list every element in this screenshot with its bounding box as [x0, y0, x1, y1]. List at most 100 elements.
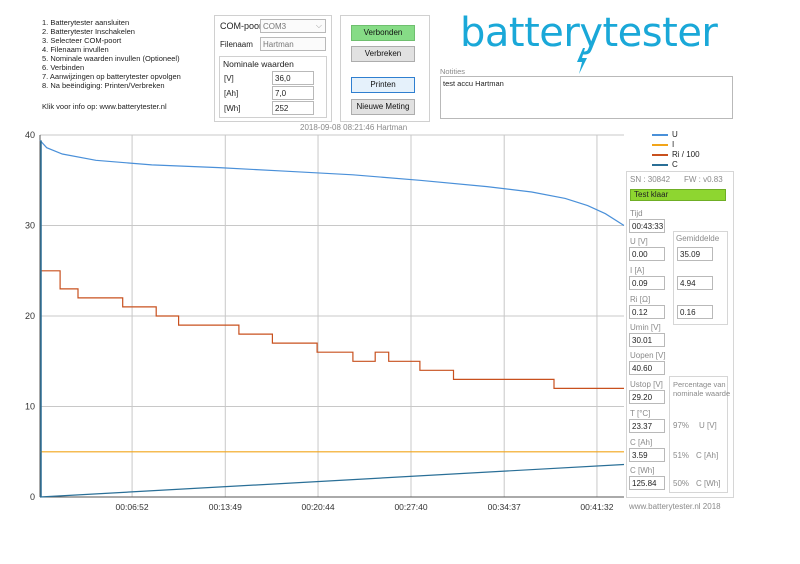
instruction-item: 5. Nominale waarden invullen (Optioneel): [42, 54, 180, 63]
instruction-item: 2. Batterytester Inschakelen: [42, 27, 135, 36]
logo-text: batterytester: [460, 10, 718, 56]
series-line-u: [39, 139, 625, 227]
nominal-wh-label: [Wh]: [224, 104, 241, 113]
nominal-ah-input[interactable]: 7,0: [272, 86, 314, 100]
connection-group: COM-poort COM3 ⌵ Filenaam Hartman Nomina…: [214, 15, 332, 122]
nominal-values-title: Nominale waarden: [223, 59, 294, 69]
legend-item: U: [652, 130, 678, 140]
instruction-item: 3. Selecteer COM-poort: [42, 36, 122, 45]
notes-label: Notities: [440, 67, 466, 76]
umin-label: Umin [V]: [630, 323, 661, 332]
print-button[interactable]: Printen: [351, 77, 415, 93]
connected-button[interactable]: Verbonden: [351, 25, 415, 41]
i-value: 0.09: [629, 276, 665, 290]
legend-item: C: [652, 160, 678, 170]
nominal-v-label: [V]: [224, 74, 234, 83]
temperature-label: T [°C]: [630, 409, 651, 418]
pct-cwh-label: C [Wh]: [696, 479, 721, 488]
y-tick-label: 30: [25, 221, 35, 231]
average-box: [673, 231, 728, 325]
capacity-wh-value: 125.84: [629, 476, 665, 490]
legend-label: I: [672, 140, 675, 149]
ri-average-value: 0.16: [677, 305, 713, 319]
i-label: I [A]: [630, 266, 645, 275]
ustop-label: Ustop [V]: [630, 380, 663, 389]
batterytester-logo: batterytester: [460, 10, 718, 74]
disconnect-button[interactable]: Verbreken: [351, 46, 415, 62]
average-label: Gemiddelde: [676, 234, 720, 243]
instruction-item: 7. Aanwijzingen op batterytester opvolge…: [42, 72, 181, 81]
filename-label: Filenaam: [220, 40, 253, 49]
legend-swatch: [652, 153, 668, 156]
filename-input[interactable]: Hartman: [260, 37, 326, 51]
chart-legend: U I Ri / 100 C: [652, 130, 732, 170]
info-link[interactable]: Klik voor info op: www.batterytester.nl: [42, 102, 167, 111]
com-port-select[interactable]: COM3 ⌵: [260, 19, 326, 33]
nominal-v-input[interactable]: 36,0: [272, 71, 314, 85]
series-line-ri-100: [40, 270, 624, 389]
legend-label: U: [672, 130, 678, 139]
x-tick-label: 00:13:49: [209, 502, 242, 512]
footer-text: www.batterytester.nl 2018: [629, 502, 721, 511]
x-tick-label: 00:20:44: [301, 502, 334, 512]
chevron-down-icon: ⌵: [315, 21, 322, 30]
lightning-icon: [577, 48, 587, 74]
firmware-version: FW : v0.83: [684, 175, 723, 184]
series-line-c: [39, 463, 625, 498]
time-label: Tijd: [630, 209, 643, 218]
u-label: U [V]: [630, 237, 648, 246]
u-value: 0.00: [629, 247, 665, 261]
y-tick-label: 0: [30, 492, 35, 502]
instruction-item: 6. Verbinden: [42, 63, 85, 72]
u-average-value: 35.09: [677, 247, 713, 261]
nominal-ah-label: [Ah]: [224, 89, 239, 98]
pct-cwh-value: 50%: [673, 479, 690, 488]
temperature-value: 23.37: [629, 419, 665, 433]
legend-label: Ri / 100: [672, 150, 700, 159]
serial-number: SN : 30842: [630, 175, 671, 184]
instructions-panel: 1. Batterytester aansluiten 2. Batterytes…: [38, 15, 206, 119]
instruction-item: 4. Filenaam invullen: [42, 45, 109, 54]
legend-swatch: [652, 143, 668, 146]
time-value: 00:43:33: [629, 219, 665, 233]
instruction-item: 1. Batterytester aansluiten: [42, 18, 130, 27]
instruction-item: 8. Na beëindiging: Printen/Verbreken: [42, 81, 165, 90]
capacity-ah-value: 3.59: [629, 448, 665, 462]
nominal-wh-input[interactable]: 252: [272, 101, 314, 115]
legend-swatch: [652, 163, 668, 166]
buttons-group: Verbonden Verbreken Printen Nieuwe Metin…: [340, 15, 430, 122]
pct-cah-label: C [Ah]: [696, 451, 719, 460]
uopen-value: 40.60: [629, 361, 665, 375]
new-measurement-button[interactable]: Nieuwe Meting: [351, 99, 415, 115]
percentage-title-1: Percentage van: [673, 380, 726, 389]
x-tick-label: 00:41:32: [580, 502, 613, 512]
ri-value: 0.12: [629, 305, 665, 319]
i-average-value: 4.94: [677, 276, 713, 290]
capacity-wh-label: C [Wh]: [630, 466, 655, 475]
percentage-title-2: nominale waarde: [673, 389, 731, 398]
x-tick-label: 00:34:37: [488, 502, 521, 512]
umin-value: 30.01: [629, 333, 665, 347]
status-text: Test klaar: [634, 190, 669, 199]
capacity-ah-label: C [Ah]: [630, 438, 653, 447]
uopen-label: Uopen [V]: [630, 351, 666, 360]
instructions-list: 1. Batterytester aansluiten 2. Batterytes…: [42, 18, 181, 90]
ri-label: Ri [Ω]: [630, 295, 651, 304]
ustop-value: 29.20: [629, 390, 665, 404]
pct-u-label: U [V]: [699, 421, 717, 430]
y-tick-label: 40: [25, 130, 35, 140]
y-tick-label: 20: [25, 311, 35, 321]
pct-u-value: 97%: [673, 421, 690, 430]
x-tick-label: 00:06:52: [116, 502, 149, 512]
com-port-value: COM3: [263, 22, 287, 31]
com-port-label: COM-poort: [220, 21, 265, 31]
legend-item: I: [652, 140, 674, 150]
notes-textarea[interactable]: test accu Hartman: [440, 76, 733, 119]
percentage-box: [669, 376, 728, 493]
status-panel: [626, 171, 734, 498]
legend-label: C: [672, 160, 678, 169]
x-tick-label: 00:27:40: [394, 502, 427, 512]
chart-header: 2018-09-08 08:21:46 Hartman: [300, 123, 408, 132]
legend-item: Ri / 100: [652, 150, 700, 160]
pct-cah-value: 51%: [673, 451, 690, 460]
